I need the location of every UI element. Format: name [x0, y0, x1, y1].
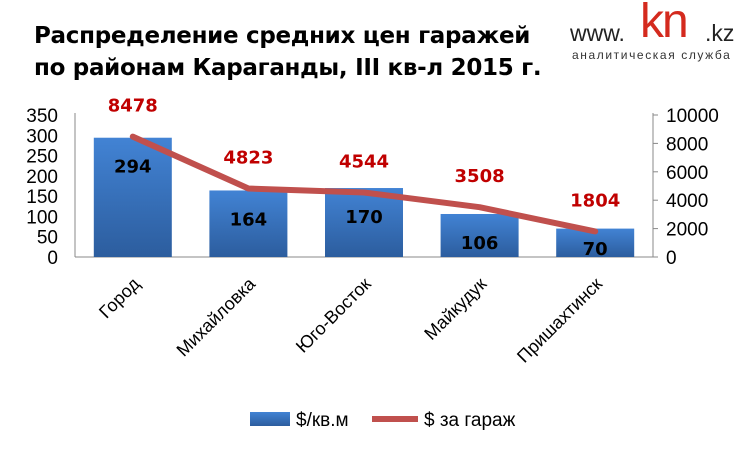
logo-subtitle: аналитическая служба — [572, 48, 732, 62]
legend-bar-swatch — [250, 412, 290, 426]
left-tick-label: 350 — [26, 106, 58, 127]
line-series-$ за гараж — [129, 133, 599, 235]
right-tick-label: 8000 — [666, 134, 708, 155]
right-tick-label: 6000 — [666, 163, 708, 184]
right-tick-label: 4000 — [666, 191, 708, 212]
logo-kn: kn — [640, 0, 689, 48]
kn-logo: www. kn .kz аналитическая служба — [570, 0, 740, 62]
category-label: Михайловка — [173, 273, 260, 360]
legend-label-line: $ за гараж — [424, 410, 516, 431]
bar-Михайловка — [209, 190, 288, 257]
title-line-1: Распределение средних цен гаражей — [34, 23, 531, 49]
bar-value-label: 164 — [230, 209, 268, 230]
right-tick-label: 0 — [666, 248, 677, 269]
chart-title: Распределение средних цен гаражей по рай… — [34, 20, 542, 84]
line-value-label: 3508 — [455, 166, 505, 187]
line-value-label: 8478 — [108, 96, 158, 117]
category-label: Город — [95, 273, 144, 322]
bar-value-label: 106 — [461, 233, 499, 254]
left-tick-label: 150 — [26, 187, 58, 208]
bar-Юго-Восток — [325, 188, 403, 257]
line-value-label: 4544 — [339, 151, 389, 172]
logo-kz: .kz — [705, 20, 735, 46]
category-label: Юго-Восток — [292, 274, 375, 357]
bar-value-label: 294 — [114, 157, 152, 178]
left-tick-label: 300 — [26, 126, 58, 147]
left-tick-label: 0 — [47, 248, 58, 269]
bar-Город — [93, 137, 172, 257]
category-label: Пришахтинск — [513, 274, 606, 367]
left-tick-label: 200 — [26, 167, 58, 188]
line-value-label: 1804 — [570, 190, 620, 211]
bar-Майкудук — [440, 213, 519, 257]
left-tick-label: 250 — [26, 147, 58, 168]
left-tick-label: 100 — [26, 207, 58, 228]
right-tick-label: 10000 — [666, 106, 719, 127]
left-tick-label: 50 — [37, 228, 58, 249]
bar-value-label: 70 — [583, 239, 608, 260]
title-line-2: по районам Караганды, III кв-л 2015 г. — [34, 55, 542, 81]
logo-www: www. — [570, 20, 625, 46]
category-label: Майкудук — [420, 274, 490, 344]
right-tick-label: 2000 — [666, 220, 708, 241]
legend-label-bar: $/кв.м — [296, 410, 349, 431]
line-value-label: 4823 — [223, 148, 273, 169]
bar-value-label: 170 — [345, 207, 383, 228]
